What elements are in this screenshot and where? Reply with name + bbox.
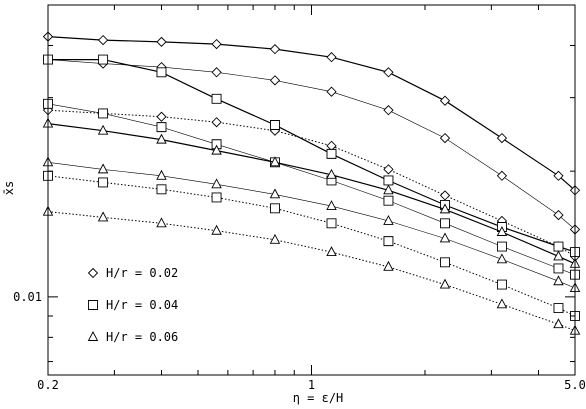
data-point-square-6-5 (270, 203, 280, 214)
axes-group: 0.2 1 5.0 0.01 (13, 4, 586, 392)
data-point-diamond-2-9 (496, 170, 508, 181)
data-point-square-5-4 (211, 139, 222, 150)
data-point-square-6-4 (211, 192, 222, 203)
series-line-triangle-9 (47, 211, 576, 332)
data-point-square-4-5 (270, 120, 280, 130)
data-point-diamond-2-7 (383, 105, 394, 116)
data-point-square-6-6 (326, 218, 337, 229)
legend-label-2: H/r = 0.04 (106, 298, 178, 312)
data-point-triangle-8-2 (97, 163, 109, 174)
data-point-diamond-1-6 (326, 52, 337, 63)
data-point-triangle-8-10 (553, 275, 564, 286)
data-point-square-6-8 (440, 257, 450, 268)
data-point-triangle-7-3 (156, 133, 167, 144)
data-point-square-6-9 (496, 279, 507, 290)
data-point-square-4-2 (98, 54, 109, 65)
data-point-square-5-2 (98, 108, 109, 119)
data-point-triangle-7-2 (97, 124, 109, 135)
data-point-diamond-3-3 (156, 111, 167, 122)
data-point-triangle-8-4 (211, 178, 222, 189)
data-point-square-5-8 (440, 218, 450, 229)
data-point-triangle-7-7 (383, 184, 394, 195)
data-point-diamond-1-2 (97, 34, 109, 46)
data-point-triangle-9-10 (553, 318, 564, 329)
data-point-diamond-1-5 (269, 43, 281, 55)
data-point-triangle-7-6 (326, 168, 337, 179)
data-point-diamond-2-6 (326, 86, 337, 97)
series-group (42, 31, 581, 335)
data-point-square-4-6 (326, 148, 337, 159)
data-point-triangle-7-9 (496, 226, 508, 236)
data-point-square-4-10 (553, 241, 564, 252)
data-point-square-6-3 (156, 184, 167, 195)
plot-frame (47, 4, 576, 376)
data-point-diamond-2-5 (269, 75, 281, 86)
data-point-triangle-8-9 (496, 253, 508, 264)
data-point-triangle-9-7 (383, 260, 394, 271)
data-point-square-4-4 (211, 93, 222, 104)
data-point-diamond-1-7 (383, 67, 394, 78)
data-point-square-5-9 (496, 241, 507, 252)
legend-label-3: H/r = 0.06 (106, 330, 178, 344)
data-point-triangle-7-10 (553, 250, 564, 261)
data-point-diamond-3-8 (439, 190, 451, 201)
data-point-diamond-1-4 (211, 38, 222, 50)
data-point-diamond-3-4 (211, 117, 222, 128)
data-point-diamond-1-10 (553, 170, 564, 181)
series-line-diamond-1 (47, 36, 576, 191)
data-point-diamond-1-3 (156, 36, 167, 48)
data-point-diamond-1-9 (496, 132, 508, 144)
legend: H/r = 0.02 H/r = 0.04 H/r = 0.06 (87, 266, 178, 344)
data-point-square-6-10 (553, 303, 564, 314)
data-point-square-6-7 (383, 236, 394, 247)
data-point-square-4-3 (156, 67, 167, 78)
data-point-square-5-7 (383, 195, 394, 206)
series-line-diamond-3 (47, 109, 576, 257)
data-point-triangle-8-5 (269, 188, 281, 199)
data-point-diamond-3-7 (383, 164, 394, 175)
series-line-square-4 (48, 58, 576, 253)
data-point-triangle-9-2 (97, 211, 109, 222)
series-line-triangle-7 (47, 123, 576, 265)
data-point-square-5-10 (553, 263, 564, 274)
data-point-triangle-7-5 (269, 156, 281, 167)
data-point-triangle-9-6 (326, 246, 337, 257)
data-point-triangle-8-8 (439, 232, 451, 243)
data-point-triangle-9-3 (156, 217, 167, 228)
y-axis-label: x̄s (2, 181, 16, 195)
data-point-diamond-2-10 (553, 209, 564, 221)
data-point-triangle-9-8 (439, 278, 451, 289)
data-point-diamond-2-8 (439, 132, 451, 144)
data-point-diamond-2-4 (211, 67, 222, 78)
data-point-square-4-7 (383, 175, 394, 186)
data-point-triangle-9-4 (211, 224, 222, 235)
series-line-diamond-2 (47, 59, 576, 230)
y-tick-label-1: 0.01 (13, 290, 42, 304)
data-point-square-6-2 (98, 177, 109, 188)
data-point-diamond-1-8 (439, 95, 451, 106)
data-point-triangle-8-7 (383, 214, 394, 225)
x-tick-label-1: 0.2 (37, 378, 59, 392)
series-line-square-5 (47, 103, 576, 275)
data-point-triangle-8-6 (326, 200, 337, 211)
data-point-triangle-7-4 (211, 144, 222, 155)
x-tick-label-3: 5.0 (564, 378, 586, 392)
data-point-triangle-9-5 (269, 233, 281, 244)
legend-marker-diamond (87, 267, 99, 279)
x-tick-label-2: 1 (308, 378, 315, 392)
data-point-triangle-8-3 (156, 169, 167, 180)
x-axis-label: η = ε/H (293, 391, 344, 405)
data-point-triangle-9-9 (496, 298, 508, 309)
series-line-square-6 (47, 175, 576, 317)
legend-label-1: H/r = 0.02 (106, 266, 178, 280)
data-point-triangle-7-8 (439, 203, 451, 214)
data-point-square-5-3 (156, 122, 167, 133)
legend-marker-triangle (87, 331, 99, 341)
legend-marker-square (88, 300, 98, 310)
